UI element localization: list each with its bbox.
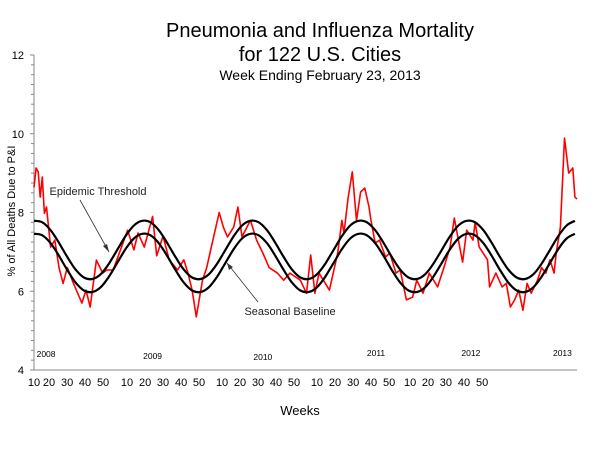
year-label: 2008 xyxy=(37,349,56,359)
y-tick-label: 8 xyxy=(18,208,24,220)
x-tick-label: 50 xyxy=(193,377,205,389)
baseline-label: Seasonal Baseline xyxy=(244,306,335,318)
series-lines xyxy=(33,137,578,318)
year-label: 2013 xyxy=(553,348,572,358)
x-tick-label: 20 xyxy=(329,377,341,389)
x-tick-label: 40 xyxy=(79,377,91,389)
threshold-label: Epidemic Threshold xyxy=(49,186,146,198)
x-tick-label: 40 xyxy=(175,377,187,389)
threshold-arrow-line xyxy=(79,199,110,253)
x-tick-label: 20 xyxy=(422,377,434,389)
chart-subtitle: Week Ending February 23, 2013 xyxy=(219,67,421,83)
x-tick-label: 30 xyxy=(440,377,452,389)
year-label: 2011 xyxy=(367,348,386,358)
year-label: 2010 xyxy=(253,352,272,362)
axes xyxy=(30,54,577,371)
y-tick-label: 12 xyxy=(12,50,24,62)
y-tick-label: 10 xyxy=(12,129,24,141)
x-axis-label: Weeks xyxy=(280,403,320,418)
x-tick-label: 20 xyxy=(43,377,55,389)
p-i-mortality-line xyxy=(33,137,578,318)
x-tick-label: 50 xyxy=(476,377,488,389)
x-tick-label: 10 xyxy=(28,377,40,389)
seasonal-baseline-line xyxy=(33,232,576,294)
y-tick-label: 6 xyxy=(18,286,24,298)
x-tick-label: 10 xyxy=(311,377,323,389)
x-tick-label: 30 xyxy=(61,377,73,389)
baseline-annotation: Seasonal Baseline xyxy=(226,262,336,318)
baseline-arrow-icon xyxy=(227,263,233,270)
threshold-arrow-icon xyxy=(103,244,109,252)
year-label: 2012 xyxy=(461,348,480,358)
x-tick-label: 10 xyxy=(216,377,228,389)
chart-title: Pneumonia and Influenza Mortality xyxy=(166,20,474,42)
x-tick-label: 20 xyxy=(234,377,246,389)
x-tick-label: 10 xyxy=(404,377,416,389)
x-tick-label: 30 xyxy=(347,377,359,389)
x-tick-label: 50 xyxy=(97,377,109,389)
x-tick-label: 20 xyxy=(139,377,151,389)
x-tick-label: 30 xyxy=(252,377,264,389)
threshold-annotation: Epidemic Threshold xyxy=(49,186,147,253)
x-tick-label: 30 xyxy=(157,377,169,389)
x-tick-label: 50 xyxy=(383,377,395,389)
epidemic-threshold-line xyxy=(33,219,576,281)
baseline-arrow-line xyxy=(226,262,259,303)
x-tick-label: 50 xyxy=(288,377,300,389)
x-tick-label: 40 xyxy=(270,377,282,389)
x-tick-label: 40 xyxy=(458,377,470,389)
year-label: 2009 xyxy=(143,351,162,361)
x-tick-label: 40 xyxy=(365,377,377,389)
chart-title-line2: for 122 U.S. Cities xyxy=(238,44,402,66)
y-tick-label: 4 xyxy=(18,365,24,377)
x-tick-label: 10 xyxy=(121,377,133,389)
